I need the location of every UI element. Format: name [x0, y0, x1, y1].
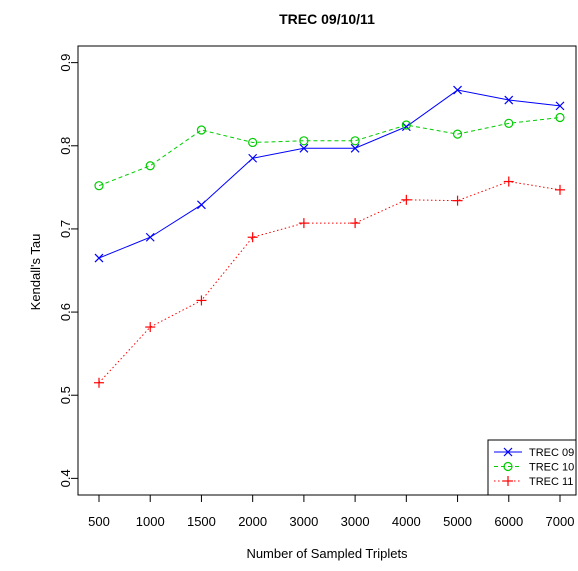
y-axis-label: Kendall's Tau — [28, 234, 43, 311]
x-tick-label: 3000 — [289, 514, 318, 529]
data-point — [94, 377, 104, 388]
x-axis: 500 1000 1500 2000 3000 3000 4000 5000 6000 7000 — [88, 495, 574, 529]
x-tick-label: 5000 — [443, 514, 472, 529]
legend-marker — [503, 461, 513, 472]
data-point — [196, 125, 207, 135]
legend-label: TREC 11 — [529, 476, 573, 488]
x-tick-label: 500 — [88, 514, 110, 529]
data-point — [248, 137, 258, 148]
data-point — [248, 153, 258, 163]
series-line — [98, 89, 561, 259]
data-point — [401, 194, 412, 205]
x-tick-label: 1500 — [187, 514, 216, 529]
x-tick-label: 3000 — [341, 514, 370, 529]
data-point — [299, 143, 309, 153]
y-axis: 0.4 0.5 0.6 0.7 0.8 0.9 — [58, 54, 78, 487]
data-point — [503, 176, 514, 187]
data-point — [298, 218, 309, 229]
x-tick-label: 4000 — [392, 514, 421, 529]
x-tick-label: 2000 — [238, 514, 267, 529]
data-point — [145, 161, 155, 171]
data-point — [247, 232, 258, 243]
data-point — [504, 118, 514, 128]
data-point — [555, 184, 565, 195]
plot-frame — [77, 45, 577, 496]
legend-label: TREC 10 — [529, 462, 574, 474]
legend-marker — [503, 476, 513, 486]
data-point — [504, 95, 514, 105]
data-point — [196, 295, 207, 306]
data-point — [555, 112, 565, 123]
series-trec-11 — [94, 176, 565, 388]
x-tick-label: 1000 — [136, 514, 165, 529]
data-point — [94, 253, 104, 263]
legend: TREC 09 TREC 10 TREC 11 — [487, 439, 577, 496]
y-tick-label: 0.5 — [58, 386, 73, 404]
chart-title: TREC 09/10/11 — [279, 11, 375, 27]
x-tick-label: 7000 — [546, 514, 575, 529]
data-point — [401, 120, 411, 130]
data-point — [94, 181, 104, 191]
data-point — [299, 136, 309, 146]
legend-label: TREC 09 — [529, 447, 574, 459]
legend-item: TREC 10 — [494, 462, 574, 474]
legend-box — [487, 439, 577, 496]
data-point — [145, 322, 156, 333]
data-point — [145, 232, 155, 242]
y-tick-label: 0.6 — [58, 303, 73, 321]
y-tick-label: 0.4 — [58, 469, 73, 487]
data-point — [452, 129, 463, 139]
legend-item: TREC 11 — [494, 476, 573, 488]
series-trec-10 — [94, 112, 565, 191]
legend-item: TREC 09 — [494, 447, 574, 459]
series-layer — [94, 85, 565, 388]
data-point — [350, 143, 360, 153]
data-point — [350, 136, 360, 146]
data-point — [401, 122, 411, 132]
y-tick-label: 0.9 — [58, 54, 73, 72]
data-point — [197, 200, 206, 210]
data-point — [453, 85, 462, 95]
data-point — [555, 101, 565, 111]
legend-marker — [503, 447, 513, 457]
x-axis-label: Number of Sampled Triplets — [246, 546, 408, 561]
x-tick-label: 6000 — [494, 514, 523, 529]
data-point — [452, 195, 463, 206]
series-line — [98, 181, 561, 384]
data-point — [350, 218, 361, 229]
series-line — [98, 117, 561, 187]
y-tick-label: 0.7 — [58, 220, 73, 238]
series-trec-09 — [94, 85, 565, 263]
y-tick-label: 0.8 — [58, 137, 73, 155]
